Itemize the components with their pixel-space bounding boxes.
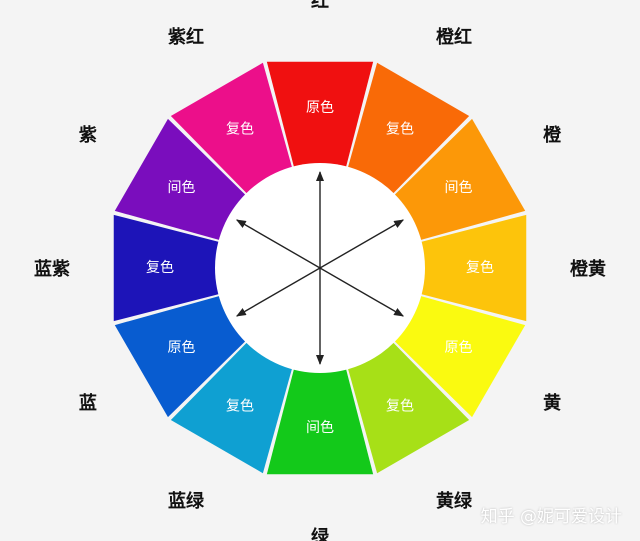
color-name-label: 绿 <box>311 527 329 541</box>
color-name-label: 橙黄 <box>570 259 606 280</box>
segment-type-label: 原色 <box>306 99 334 116</box>
color-name-label: 蓝绿 <box>168 491 204 513</box>
segment-7 <box>266 367 374 475</box>
color-name-label: 蓝紫 <box>34 259 70 280</box>
segment-5 <box>393 295 526 418</box>
segment-type-label: 原色 <box>167 339 195 356</box>
segment-1 <box>266 61 374 169</box>
segment-8 <box>170 341 293 474</box>
segment-type-label: 复色 <box>146 259 174 276</box>
segment-type-label: 复色 <box>386 398 414 415</box>
segment-10 <box>113 214 221 322</box>
color-name-label: 红 <box>311 0 329 12</box>
color-name-label: 橙 <box>543 125 562 146</box>
segment-type-label: 原色 <box>445 339 473 356</box>
color-name-label: 黄 <box>543 393 562 414</box>
segment-type-label: 间色 <box>306 419 334 436</box>
segment-4 <box>419 214 527 322</box>
segment-type-label: 复色 <box>226 398 254 415</box>
segment-type-label: 间色 <box>445 179 473 196</box>
segment-type-label: 复色 <box>226 120 254 137</box>
segment-9 <box>114 295 247 418</box>
segment-6 <box>347 341 470 474</box>
color-name-label: 紫 <box>78 125 97 146</box>
segment-type-label: 复色 <box>466 259 494 276</box>
segment-11 <box>114 118 247 241</box>
segment-type-label: 间色 <box>167 179 195 196</box>
color-name-label: 紫红 <box>168 26 204 48</box>
color-name-label: 橙红 <box>436 26 472 48</box>
color-name-label: 黄绿 <box>436 491 472 513</box>
complementary-arrow <box>235 219 405 317</box>
segment-3 <box>393 118 526 241</box>
watermark: 知乎 @妮可爱设计 <box>480 507 622 527</box>
segment-12 <box>170 62 293 195</box>
complementary-arrows <box>235 171 405 365</box>
segment-2 <box>347 62 470 195</box>
color-name-label: 蓝 <box>78 393 97 414</box>
segment-type-label: 复色 <box>386 120 414 137</box>
